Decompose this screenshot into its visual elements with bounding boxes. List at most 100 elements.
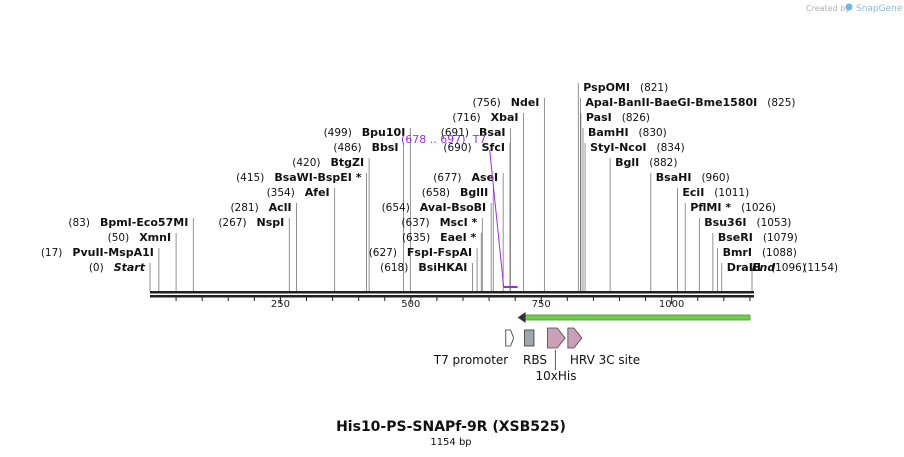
enzyme-name: MscI * (440, 216, 478, 229)
backbone (150, 291, 754, 298)
enzyme-pspomi[interactable]: (821) PspOMI (583, 81, 668, 94)
enzyme-ecii[interactable]: (1011) EciI (682, 186, 749, 199)
enzyme-btgzi[interactable]: (420) BtgZI (292, 156, 364, 169)
enzyme-name: AvaI (420, 201, 447, 214)
enzyme-ndei[interactable]: (756) NdeI (473, 96, 540, 109)
enzyme-xmni[interactable]: (50) XmnI (108, 231, 171, 244)
enzyme-separator: - (433, 246, 438, 259)
enzyme-position: (635) (402, 232, 430, 244)
enzyme-avai[interactable]: (654) AvaI - BsoBI (382, 201, 487, 214)
feature-glyph (547, 327, 566, 349)
brand-name: SnapGene (856, 4, 903, 14)
feature-rbs[interactable]: RBS (523, 329, 547, 367)
enzyme-bseri[interactable]: (1079) BseRI (718, 231, 798, 244)
enzyme-name: Bme1580I (695, 96, 757, 109)
enzyme-apai[interactable]: (825) ApaI - BanII - BaeGI - Bme1580I (585, 96, 795, 109)
enzyme-separator: - (313, 171, 318, 184)
enzyme-bsawi[interactable]: (415) BsaWI - BspEI * (236, 171, 362, 184)
enzyme-bsihkai[interactable]: (618) BsiHKAI (380, 261, 467, 274)
enzyme-position: (960) (701, 172, 729, 184)
enzyme-position: (834) (656, 142, 684, 154)
enzyme-end[interactable]: (1154) End (752, 261, 838, 274)
enzyme-name: BtgZI (331, 156, 365, 169)
enzyme-name: XmnI (139, 231, 171, 244)
feature-label: T7 promoter (433, 353, 509, 367)
feature-label: RBS (523, 353, 547, 367)
enzyme-position: (658) (422, 187, 450, 199)
enzyme-name: Start (114, 261, 146, 274)
snapgene-logo: Created by SnapGene (806, 3, 903, 14)
enzyme-name: BsiHKAI (418, 261, 467, 274)
enzyme-pvuii[interactable]: (17) PvuII - MspA1I (41, 246, 154, 259)
feature-hrv-3c-site[interactable]: HRV 3C site (567, 327, 640, 367)
enzyme-separator: - (650, 96, 655, 109)
orf-arrow (517, 312, 751, 323)
enzyme-bmri[interactable]: (1088) BmrI (723, 246, 797, 259)
enzyme-bpmi[interactable]: (83) BpmI - Eco57MI (68, 216, 188, 229)
enzyme-msci[interactable]: (637) MscI * (401, 216, 477, 229)
enzyme-position: (354) (267, 187, 295, 199)
enzyme-name: BamHI (588, 126, 629, 139)
enzyme-name: StyI (590, 141, 614, 154)
enzyme-name: AfeI (305, 186, 330, 199)
enzyme-pflmi[interactable]: (1026) PflMI * (690, 201, 776, 214)
features: T7 promoter RBS 10xHis HRV 3C site (433, 327, 640, 383)
ruler-ticks: 250 500 750 1000 (175, 297, 751, 310)
enzyme-position: (1026) (741, 202, 776, 214)
enzyme-afei[interactable]: (354) AfeI (267, 186, 330, 199)
enzyme-bsahi[interactable]: (960) BsaHI (656, 171, 730, 184)
enzyme-bsu36i[interactable]: (1053) Bsu36I (704, 216, 791, 229)
enzyme-name: PspOMI (583, 81, 630, 94)
enzyme-position: (690) (443, 142, 471, 154)
enzyme-name: BglI (615, 156, 639, 169)
enzyme-acli[interactable]: (281) AclI (230, 201, 291, 214)
enzyme-name: BsaWI (274, 171, 313, 184)
enzyme-separator: - (447, 201, 452, 214)
enzyme-position: (50) (108, 232, 130, 244)
enzyme-position: (627) (369, 247, 397, 259)
enzyme-eaei[interactable]: (635) EaeI * (402, 231, 477, 244)
feature-10xhis[interactable]: 10xHis (536, 327, 577, 383)
enzyme-bpu10i[interactable]: (499) Bpu10I (324, 126, 406, 139)
methylation-star: * (467, 231, 477, 244)
ruler-tick-label: 1000 (659, 299, 684, 310)
enzyme-asei[interactable]: (677) AseI (433, 171, 498, 184)
enzyme-position: (825) (767, 97, 795, 109)
enzyme-name: AseI (472, 171, 499, 184)
enzyme-name: NspI (257, 216, 285, 229)
enzyme-name: MspA1I (108, 246, 154, 259)
backbone-top-strand (150, 291, 754, 294)
ruler-tick-label: 750 (532, 299, 551, 310)
enzyme-position: (821) (640, 82, 668, 94)
enzyme-sfci[interactable]: (690) SfcI (443, 141, 505, 154)
enzyme-name: DraIII (727, 261, 761, 274)
enzyme-name: FspAI (438, 246, 473, 259)
enzyme-bamhi[interactable]: (830) BamHI (588, 126, 667, 139)
enzyme-xbai[interactable]: (716) XbaI (452, 111, 518, 124)
enzyme-separator: - (615, 141, 620, 154)
backbone-bottom-strand (150, 295, 754, 298)
enzyme-nspi[interactable]: (267) NspI (218, 216, 284, 229)
enzyme-name: EciI (682, 186, 704, 199)
enzyme-position: (83) (68, 217, 90, 229)
enzyme-bsai[interactable]: (691) BsaI (441, 126, 506, 139)
enzyme-bbsi[interactable]: (486) BbsI (333, 141, 398, 154)
enzyme-bglii[interactable]: (658) BglII (422, 186, 488, 199)
enzyme-name: PflMI * (690, 201, 731, 214)
enzyme-bgli[interactable]: (882) BglI (615, 156, 677, 169)
enzyme-start[interactable]: (0) Start (89, 261, 146, 274)
enzyme-position: (882) (649, 157, 677, 169)
enzyme-styi[interactable]: (834) StyI - NcoI (590, 141, 685, 154)
t7-primer-label: (678 .. 697) T7 (401, 133, 486, 146)
enzyme-pasi[interactable]: (826) PasI (586, 111, 650, 124)
enzyme-name: PvuII (72, 246, 103, 259)
methylation-star: * (468, 216, 478, 229)
enzyme-fspi[interactable]: (627) FspI - FspAI (369, 246, 472, 259)
feature-t7-promoter[interactable]: T7 promoter (433, 329, 515, 367)
enzyme-name: Eco57MI (136, 216, 188, 229)
enzyme-draiii[interactable]: (1096) DraIII (727, 261, 806, 274)
feature-glyph (505, 329, 515, 347)
enzyme-position: (1096) (771, 262, 806, 274)
enzyme-position: (756) (473, 97, 501, 109)
enzyme-position: (691) (441, 127, 469, 139)
